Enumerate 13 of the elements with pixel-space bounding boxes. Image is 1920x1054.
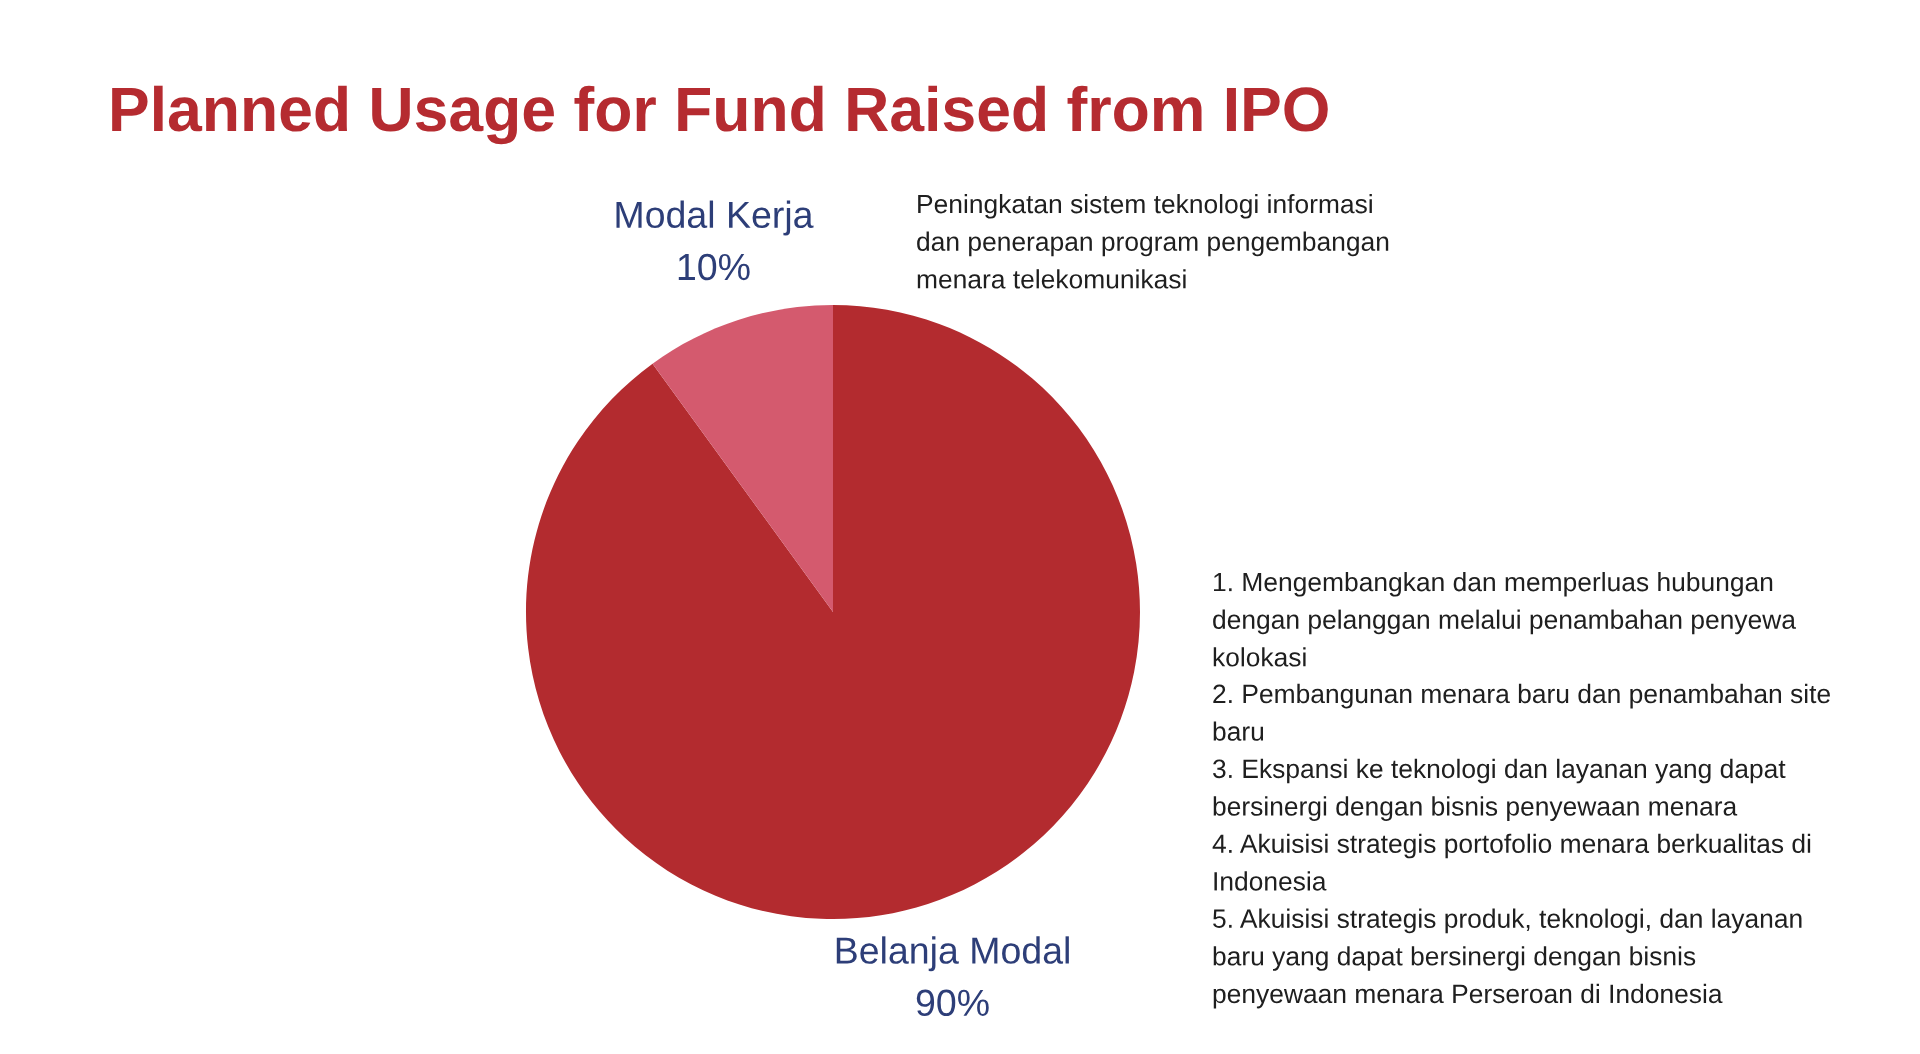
slice-label: Modal Kerja (616, 200, 814, 236)
pie-slice (652, 305, 833, 612)
text: 3. Ekspansi ke teknologi dan layanan yang dapat bersinergi dengan bisnis penyewaan menara (1213, 758, 1786, 821)
text: 2. Pembangunan menara baru dan penambahan site baru (1213, 683, 1830, 741)
slice-label: Belanja Modal (836, 936, 1069, 972)
text: Peningkatan sistem teknologi informasi dan penerapan program pengembangan menara telekomunikasi (917, 194, 1389, 289)
data-label: 90% (916, 989, 989, 1017)
text: 4. Akuisisi strategis portofolio menara berkualitas di Indonesia (1212, 833, 1811, 891)
chart-title: Planned Usage for Fund Raised from IPO (112, 85, 1328, 145)
text: 5. Akuisisi strategis produk, teknologi, dan layanan baru yang dapat bersinergi dengan bisnis penyewaan menara Perseroan di Indonesia (1213, 908, 1802, 1009)
text: 1. Mengembangkan dan memperluas hubungan dengan pelanggan melalui penambahan penyewa kolokasi (1213, 572, 1796, 667)
data-label: 10% (678, 253, 750, 281)
pie-slice (526, 305, 1140, 919)
